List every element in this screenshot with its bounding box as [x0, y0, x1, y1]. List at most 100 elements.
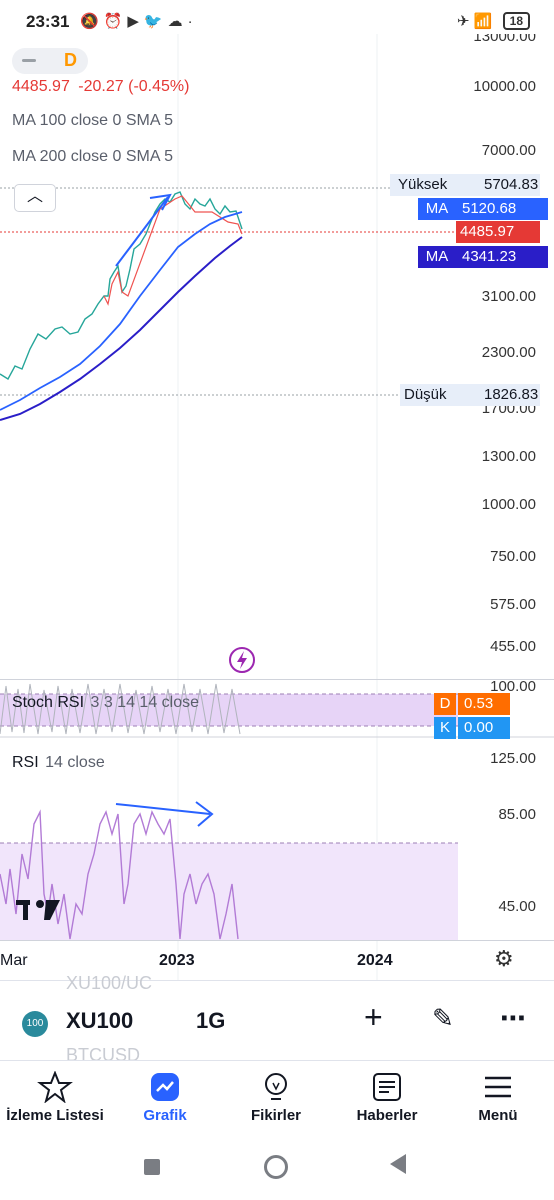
- twitter-icon: 🐦: [143, 13, 168, 30]
- nav-label: Fikirler: [250, 1107, 302, 1124]
- chevron-up-icon: ︿: [26, 188, 43, 205]
- home-button[interactable]: [264, 1155, 288, 1179]
- battery-icon: 18: [502, 12, 530, 30]
- time-axis-border: [0, 940, 554, 941]
- pane-separator[interactable]: [0, 679, 554, 680]
- nav-chart[interactable]: Grafik: [110, 1061, 220, 1141]
- ma100-tag: MA 5120.68: [418, 198, 548, 220]
- trend-arrowhead: [149, 193, 172, 211]
- low-tag: Düşük 1826.83: [400, 384, 540, 406]
- stoch-k-line: [0, 683, 241, 735]
- symbol-button[interactable]: XU100: [66, 1008, 134, 1033]
- more-dots-icon: ·: [187, 13, 198, 30]
- chart-canvas[interactable]: [0, 34, 554, 980]
- price-series-down: [103, 195, 243, 306]
- price-tag-value: 4485.97: [460, 223, 515, 240]
- nav-label: İzleme Listesi: [6, 1107, 104, 1124]
- ma200-tag-value: 4341.23: [462, 248, 517, 265]
- youtube-icon: ▶: [127, 13, 144, 30]
- bottom-nav: İzleme Listesi Grafik Fikirler Haberler …: [0, 1060, 554, 1141]
- ma100-tag-value: 5120.68: [462, 200, 517, 217]
- y-axis-label: 455.00: [490, 638, 536, 655]
- nav-label: Haberler: [356, 1107, 418, 1124]
- nav-label: Grafik: [143, 1107, 187, 1124]
- high-value: 5704.83: [484, 176, 539, 193]
- rsi-y-label: 85.00: [498, 806, 536, 823]
- drawing-tools-button[interactable]: ✎: [432, 1003, 454, 1034]
- ma100-tag-label: MA: [425, 200, 449, 217]
- add-indicator-button[interactable]: +: [364, 999, 383, 1036]
- recents-button[interactable]: [144, 1159, 160, 1175]
- y-axis-label: 1300.00: [481, 448, 536, 465]
- alarm-icon: ⏰: [103, 13, 128, 30]
- legend-price-row: 4485.97 -20.27 (-0.45%): [12, 78, 189, 96]
- y-axis-label: 2300.00: [481, 344, 536, 361]
- interval-badge: D: [64, 50, 77, 70]
- settings-gear-icon[interactable]: ⚙: [494, 946, 514, 971]
- system-icons: ✈ 📶 18: [457, 12, 530, 30]
- ma100-line: [0, 211, 243, 411]
- more-dots-icon: ⋯: [500, 1003, 526, 1033]
- nav-menu[interactable]: Menü: [443, 1061, 553, 1141]
- mute-icon: 🔕: [80, 13, 104, 30]
- cloud-icon: ☁: [167, 13, 188, 30]
- y-axis-label: 10000.00: [473, 78, 536, 95]
- y-axis-label: 1000.00: [481, 496, 536, 513]
- price-tag: 4485.97: [456, 221, 540, 243]
- chart-icon: [151, 1073, 179, 1101]
- status-bar: 23:31 🔕⏰▶🐦☁· ✈ 📶 18: [0, 0, 554, 44]
- chart-area[interactable]: D 4485.97 -20.27 (-0.45%) MA 100 close 0…: [0, 34, 554, 980]
- y-axis-label: 13000.00: [473, 34, 536, 45]
- nav-news[interactable]: Haberler: [332, 1061, 442, 1141]
- legend-toggle[interactable]: D: [12, 48, 88, 74]
- rsi-legend[interactable]: RSI 14 close: [12, 754, 105, 772]
- rsi-y-label: 45.00: [498, 898, 536, 915]
- stoch-d-label: D: [434, 693, 456, 715]
- news-icon: [373, 1073, 401, 1101]
- stoch-legend[interactable]: Stoch RSI 3 3 14 14 close: [12, 694, 199, 712]
- collapse-legend-button[interactable]: ︿: [14, 184, 56, 212]
- stoch-d-value: 0.53: [458, 693, 510, 715]
- stoch-k-label: K: [434, 717, 456, 739]
- star-icon: [37, 1071, 73, 1103]
- back-button[interactable]: [390, 1154, 406, 1174]
- high-label: Yüksek: [398, 176, 448, 193]
- notification-icons: 🔕⏰▶🐦☁·: [80, 12, 198, 30]
- legend-price: 4485.97: [12, 78, 70, 95]
- status-time: 23:31: [26, 12, 70, 31]
- rsi-label: RSI: [12, 754, 39, 771]
- legend-ma100[interactable]: MA 100 close 0 SMA 5: [12, 112, 173, 129]
- rsi-line: [0, 809, 239, 940]
- legend-ma200[interactable]: MA 200 close 0 SMA 5: [12, 148, 173, 165]
- y-axis-label: 750.00: [490, 548, 536, 565]
- trend-arrow: [115, 196, 169, 267]
- ghost-symbol-top: XU100/UC: [66, 973, 153, 993]
- stoch-k-value: 0.00: [458, 717, 510, 739]
- legend-change: -20.27 (-0.45%): [78, 78, 190, 95]
- divergence-arrow: [115, 803, 211, 815]
- ma200-line: [0, 236, 243, 421]
- lightning-icon: [229, 647, 255, 673]
- collapse-icon: [22, 59, 36, 62]
- airplane-icon: ✈: [457, 13, 470, 30]
- y-axis-label: 575.00: [490, 596, 536, 613]
- lightbulb-icon: [265, 1073, 287, 1100]
- hamburger-icon: [485, 1076, 511, 1098]
- y-axis-label: 7000.00: [481, 142, 536, 159]
- more-options-button[interactable]: ⋯: [500, 1003, 526, 1034]
- nav-ideas[interactable]: Fikirler: [221, 1061, 331, 1141]
- rsi-params: 14 close: [45, 754, 105, 771]
- rsi-y-label: 125.00: [490, 750, 536, 767]
- stoch-params: 3 3 14 14 close: [90, 694, 200, 711]
- time-label: 2024: [357, 952, 393, 969]
- nav-watchlist[interactable]: İzleme Listesi: [0, 1061, 110, 1141]
- tradingview-logo: [16, 900, 60, 920]
- high-tag: Yüksek 5704.83: [390, 174, 540, 196]
- stoch-band: [0, 694, 458, 726]
- plus-icon: +: [364, 999, 383, 1035]
- price-series: [0, 191, 243, 380]
- interval-button[interactable]: 1G: [196, 1008, 226, 1033]
- time-label: Mar: [0, 952, 28, 969]
- low-label: Düşük: [404, 386, 447, 403]
- pen-icon: ✎: [432, 1003, 454, 1033]
